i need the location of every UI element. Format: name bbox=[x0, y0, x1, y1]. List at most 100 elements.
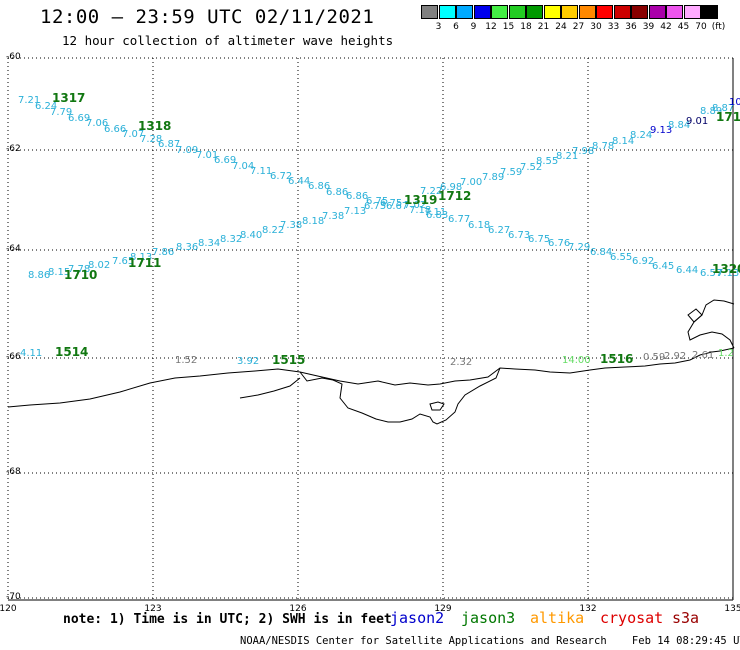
credit-line: NOAA/NESDIS Center for Satellite Applica… bbox=[240, 635, 740, 647]
colorbar-swatch bbox=[578, 5, 596, 19]
pass-time-label: 1514 bbox=[55, 345, 89, 359]
wave-height-value: 8.15 bbox=[48, 267, 71, 278]
wave-height-value: 8.40 bbox=[240, 230, 263, 241]
colorbar-swatch bbox=[613, 5, 631, 19]
longitude-label: 126 bbox=[289, 604, 307, 614]
pass-time-label: 1711 bbox=[128, 256, 162, 270]
satellite-cryosat-label: cryosat bbox=[600, 609, 664, 627]
coastline-east-headland bbox=[687, 299, 735, 349]
colorbar-swatch bbox=[543, 5, 561, 19]
colorbar-label: 21 bbox=[537, 22, 550, 32]
satellite-altika-label: altika bbox=[530, 609, 585, 627]
wave-height-value: 2.92 bbox=[664, 351, 687, 362]
pass-time-label: 1319 bbox=[404, 193, 438, 207]
wave-height-value: 9.13 bbox=[650, 125, 673, 136]
wave-height-value: 8.78 bbox=[592, 141, 615, 152]
map-subtitle: 12 hour collection of altimeter wave hei… bbox=[62, 33, 394, 48]
colorbar-swatch bbox=[596, 5, 613, 19]
pass-time-label: 1317 bbox=[52, 91, 86, 105]
colorbar-swatch bbox=[421, 5, 438, 19]
wave-height-value: 6.45 bbox=[652, 261, 675, 272]
wave-height-value: 4.11 bbox=[20, 348, 43, 359]
wave-height-value: 7.01 bbox=[196, 150, 219, 161]
colorbar-swatch bbox=[438, 5, 456, 19]
longitude-label: 129 bbox=[434, 604, 452, 614]
wave-height-value: 7.78 bbox=[68, 264, 91, 275]
wave-height-value: 7.28 bbox=[140, 134, 163, 145]
wave-height-value: 2.32 bbox=[450, 357, 473, 368]
graticule bbox=[7, 57, 734, 601]
colorbar-swatch bbox=[631, 5, 648, 19]
longitude-label: 132 bbox=[579, 604, 597, 614]
colorbar-label: 45 bbox=[677, 22, 690, 32]
wave-height-value: 6.72 bbox=[270, 171, 293, 182]
coastline-east-islet bbox=[687, 308, 703, 323]
latitude-label: -64 bbox=[6, 244, 21, 254]
wave-height-value: 6.55 bbox=[610, 252, 633, 263]
wave-height-value: 8.55 bbox=[536, 156, 559, 167]
wave-height-value: 6.76 bbox=[548, 238, 571, 249]
latitude-label: -62 bbox=[6, 144, 21, 154]
wave-height-value: 6.57 bbox=[700, 268, 723, 279]
colorbar-label: 70 bbox=[695, 22, 707, 32]
wave-height-value: 8.87 bbox=[712, 103, 735, 114]
wave-height-value: 6.86 bbox=[308, 181, 331, 192]
wave-height-value: 8.34 bbox=[198, 238, 221, 249]
wave-height-value: 8.02 bbox=[88, 260, 111, 271]
colorbar-label: 12 bbox=[485, 22, 497, 32]
wave-height-value: 8.32 bbox=[220, 234, 243, 245]
wave-height-value: 7.65 bbox=[112, 256, 135, 267]
longitude-label: 135 bbox=[724, 604, 740, 614]
colorbar-swatch bbox=[648, 5, 666, 19]
footnote: note: 1) Time is in UTC; 2) SWH is in fe… bbox=[63, 612, 392, 627]
wave-height-value: 6.73 bbox=[508, 230, 531, 241]
colorbar-label: 33 bbox=[607, 22, 620, 32]
wave-height-value: 6.75 bbox=[366, 196, 389, 207]
wave-height-value: 7.06 bbox=[86, 118, 109, 129]
wave-height-value: 8.13 bbox=[130, 252, 153, 263]
colorbar-swatch bbox=[508, 5, 526, 19]
wave-height-value: 6.87 bbox=[158, 139, 181, 150]
wave-height-value: 6.18 bbox=[468, 220, 491, 231]
wave-height-value: 7.86 bbox=[152, 247, 175, 258]
wave-height-value: 6.77 bbox=[448, 214, 471, 225]
colorbar-label: 24 bbox=[555, 22, 567, 32]
wave-height-value: 6.24 bbox=[35, 101, 58, 112]
longitude-label: 120 bbox=[0, 604, 17, 614]
wave-height-value: 6.86 bbox=[346, 191, 369, 202]
colorbar-swatch bbox=[473, 5, 491, 19]
map-title: 12:00 – 23:59 UTC 02/11/2021 bbox=[40, 6, 375, 28]
wave-height-value: 7.59 bbox=[500, 167, 523, 178]
colorbar-label: (ft) bbox=[711, 22, 726, 32]
colorbar-label: 9 bbox=[470, 22, 477, 32]
wave-height-value: 6.67 bbox=[386, 201, 409, 212]
pass-time-label: 1515 bbox=[272, 353, 306, 367]
latitude-label: -68 bbox=[6, 467, 21, 477]
wave-height-value: 6.86 bbox=[326, 187, 349, 198]
colorbar-swatch bbox=[526, 5, 543, 19]
colorbar-swatch bbox=[491, 5, 508, 19]
wave-height-value: 7.21 bbox=[18, 95, 41, 106]
pass-time-label: 1320 bbox=[712, 262, 740, 276]
wave-height-value: 6.92 bbox=[632, 256, 655, 267]
wave-height-value: 14.00 bbox=[562, 355, 591, 366]
colorbar-swatch bbox=[701, 5, 718, 19]
wave-height-value: 7.52 bbox=[520, 162, 543, 173]
wave-height-value: 0.59 bbox=[643, 352, 666, 363]
wave-height-value: 6.69 bbox=[68, 113, 91, 124]
wave-height-value: 8.24 bbox=[630, 130, 653, 141]
colorbar-label: 6 bbox=[453, 22, 459, 32]
wave-height-value: 8.36 bbox=[176, 242, 199, 253]
wave-height-value: 6.84 bbox=[590, 247, 613, 258]
colorbar-swatch bbox=[561, 5, 578, 19]
wave-height-value: 8.21 bbox=[556, 151, 579, 162]
wave-height-value: 7.04 bbox=[232, 161, 255, 172]
wave-height-value: 6.98 bbox=[440, 182, 463, 193]
wave-height-value: 8.86 bbox=[28, 270, 51, 281]
coastline-inlet bbox=[299, 367, 501, 425]
wave-height-value: 6.75 bbox=[364, 201, 387, 212]
colorbar-label: 15 bbox=[502, 22, 515, 32]
wave-height-value: 8.84 bbox=[668, 120, 691, 131]
